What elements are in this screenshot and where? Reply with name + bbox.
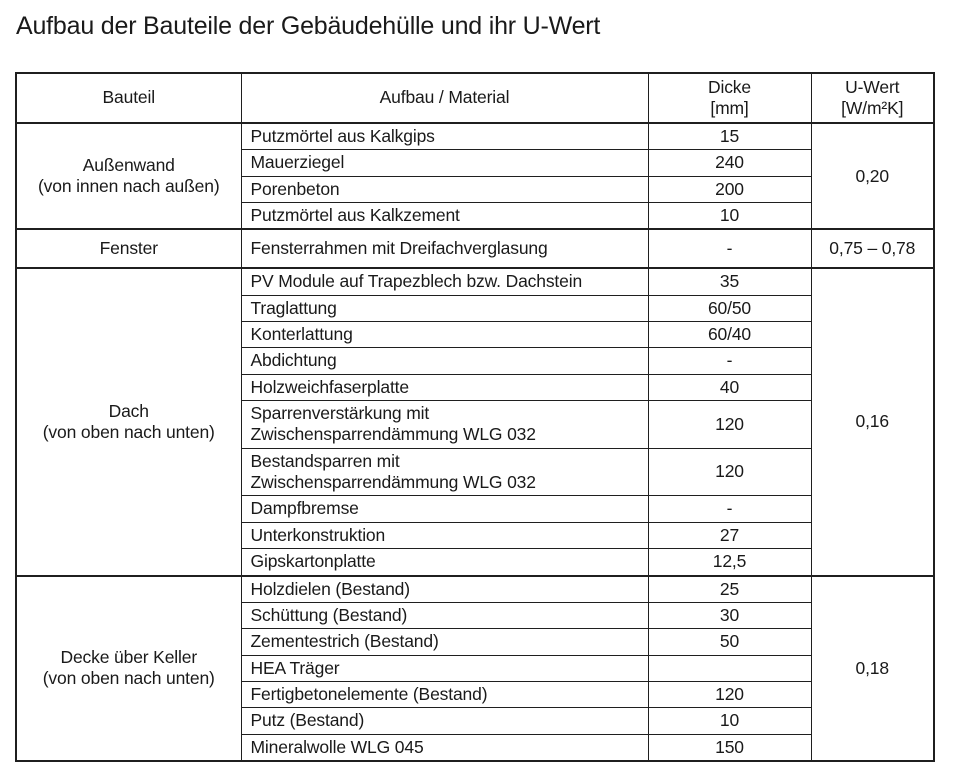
dicke-unit: [mm]	[710, 98, 749, 118]
dicke-cell: 120	[647, 680, 812, 709]
material-cell: Holzdielen (Bestand)	[240, 574, 649, 603]
material-cell: Traglattung	[240, 294, 649, 323]
dicke-cell: 200	[647, 175, 812, 204]
col-header-bauteil: Bauteil	[15, 72, 242, 124]
table-row: Fertigbetonelemente (Bestand) 120	[16, 680, 934, 709]
uwert-cell: 0,18	[810, 574, 935, 762]
dicke-cell: -	[647, 495, 812, 523]
col-header-dicke: Dicke [mm]	[647, 72, 812, 124]
table-row: Bestandsparren mit Zwischensparrendämmun…	[16, 447, 934, 497]
bauteil-cell: Außenwand (von innen nach außen)	[15, 121, 242, 230]
material-cell: Dampfbremse	[240, 495, 649, 523]
table-row: Decke über Keller (von oben nach unten) H…	[15, 574, 935, 762]
dicke-cell: 25	[647, 574, 812, 603]
dicke-cell: -	[647, 228, 812, 269]
dicke-label: Dicke	[707, 76, 751, 97]
material-cell: PV Module auf Trapezblech bzw. Dachstein	[240, 267, 649, 296]
dicke-cell: 40	[647, 373, 812, 402]
header-row: Bauteil Aufbau / Material Dicke [mm] U-W…	[15, 72, 935, 124]
dicke-cell: 60/40	[647, 321, 812, 349]
table-row: Dach (von oben nach unten) PV Module auf …	[15, 267, 935, 577]
building-components-table: Bauteil Aufbau / Material Dicke [mm] U-W…	[15, 72, 935, 762]
dicke-cell: 120	[647, 447, 812, 497]
material-cell: Abdichtung	[240, 347, 649, 375]
table-row: Sparrenverstärkung mit Zwischensparrendä…	[16, 400, 934, 449]
uwert-cell: 0,20	[810, 121, 935, 230]
dicke-cell: 27	[647, 521, 812, 550]
table-row: Schüttung (Bestand) 30	[16, 601, 934, 630]
dicke-cell	[647, 654, 812, 682]
dicke-cell: 12,5	[647, 548, 812, 576]
dicke-cell: 15	[647, 122, 812, 151]
table-row: Gipskartonplatte 12,5	[16, 548, 934, 576]
material-cell: HEA Träger	[240, 654, 649, 682]
table-row: Traglattung 60/50	[16, 294, 934, 323]
dicke-cell: 60/50	[647, 294, 812, 323]
table-row: Unterkonstruktion 27	[16, 521, 934, 550]
table-row: Fenster Fensterrahmen mit Dreifachverglas…	[15, 228, 935, 269]
col-header-material: Aufbau / Material	[240, 72, 649, 124]
material-cell: Schüttung (Bestand)	[240, 601, 649, 630]
material-cell: Porenbeton	[240, 175, 649, 204]
material-cell: Fensterrahmen mit Dreifachverglasung	[240, 228, 649, 269]
material-cell: Zementestrich (Bestand)	[240, 628, 649, 656]
table-row: Konterlattung 60/40	[16, 321, 934, 349]
material-cell: Fertigbetonelemente (Bestand)	[240, 680, 649, 709]
page-title: Aufbau der Bauteile der Gebäudehülle und…	[16, 12, 601, 40]
uwert-unit: [W/m²K]	[841, 98, 904, 118]
dicke-cell: 50	[647, 628, 812, 656]
bauteil-cell: Dach (von oben nach unten)	[15, 267, 242, 577]
material-cell: Bestandsparren mit Zwischensparrendämmun…	[240, 447, 649, 497]
dicke-cell: 120	[647, 400, 812, 449]
uwert-cell: 0,75 – 0,78	[810, 228, 935, 269]
table-row: Außenwand (von innen nach außen) Putzmört…	[15, 121, 935, 230]
table-row: Mauerziegel 240	[16, 149, 934, 177]
material-cell: Sparrenverstärkung mit Zwischensparrendä…	[240, 400, 649, 449]
material-cell: Gipskartonplatte	[240, 548, 649, 576]
material-cell: Konterlattung	[240, 321, 649, 349]
table-row: Mineralwolle WLG 045 150	[16, 733, 934, 762]
dicke-cell: 35	[647, 267, 812, 296]
material-cell: Putzmörtel aus Kalkzement	[240, 202, 649, 230]
bauteil-cell: Decke über Keller (von oben nach unten)	[15, 574, 242, 762]
material-cell: Mineralwolle WLG 045	[240, 733, 649, 762]
table-row: Putzmörtel aus Kalkzement 10	[16, 202, 934, 230]
dicke-cell: 150	[647, 733, 812, 762]
bauteil-cell: Fenster	[15, 228, 242, 269]
material-cell: Putzmörtel aus Kalkgips	[240, 122, 649, 151]
col-header-uwert: U-Wert [W/m²K]	[810, 72, 935, 124]
dicke-cell: 10	[647, 202, 812, 230]
table-row: Holzweichfaserplatte 40	[16, 373, 934, 402]
material-cell: Mauerziegel	[240, 149, 649, 177]
material-cell: Unterkonstruktion	[240, 521, 649, 550]
table-header: Bauteil Aufbau / Material Dicke [mm] U-W…	[15, 72, 935, 124]
material-cell: Holzweichfaserplatte	[240, 373, 649, 402]
table-row: Porenbeton 200	[16, 175, 934, 204]
dicke-cell: 10	[647, 707, 812, 735]
table-row: Putz (Bestand) 10	[16, 707, 934, 735]
dicke-cell: 30	[647, 601, 812, 630]
uwert-label: U-Wert	[845, 76, 900, 97]
table-body: Außenwand (von innen nach außen) Putzmört…	[15, 121, 935, 762]
dicke-cell: -	[647, 347, 812, 375]
dicke-cell: 240	[647, 149, 812, 177]
table-row: Dampfbremse -	[16, 495, 934, 523]
uwert-cell: 0,16	[810, 267, 935, 577]
material-cell: Putz (Bestand)	[240, 707, 649, 735]
table-row: Zementestrich (Bestand) 50	[16, 628, 934, 656]
